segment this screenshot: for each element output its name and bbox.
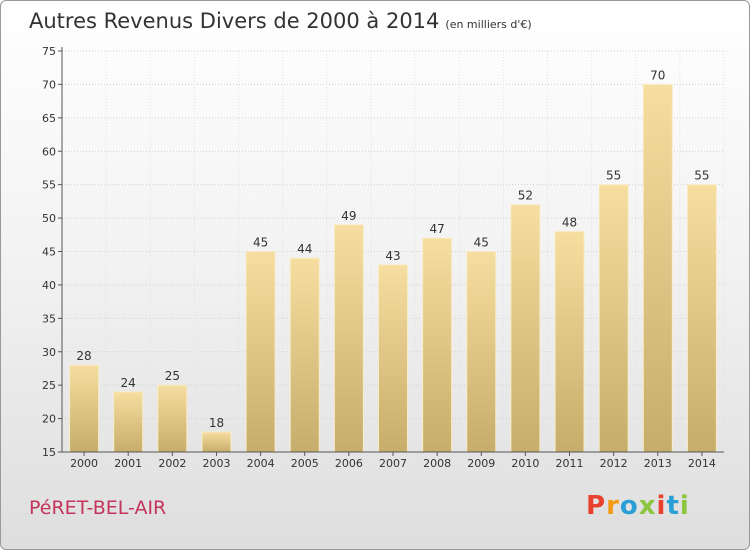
bar-2014 [686, 184, 717, 453]
bar-2003 [201, 431, 232, 453]
x-tick-label: 2002 [158, 457, 186, 470]
y-tick-label: 70 [42, 78, 56, 91]
x-tick-label: 2012 [600, 457, 628, 470]
logo-letter: r [606, 491, 620, 521]
logo-letter: t [666, 491, 680, 521]
bar-2002 [157, 384, 188, 453]
y-tick-label: 20 [42, 413, 56, 426]
bar-value-label: 49 [341, 209, 356, 223]
logo-letter: x [638, 491, 657, 521]
bar-value-label: 45 [253, 236, 268, 250]
bar-2001 [113, 391, 144, 453]
chart-title-text: Autres Revenus Divers de 2000 à 2014 [29, 9, 440, 33]
bar-value-label: 55 [606, 169, 621, 183]
x-tick-label: 2014 [688, 457, 716, 470]
logo-letter: o [619, 491, 639, 521]
x-tick-label: 2011 [556, 457, 584, 470]
bar-2006 [333, 224, 364, 453]
bar-value-label: 47 [429, 222, 444, 236]
bar-value-label: 45 [474, 236, 489, 250]
bar-2013 [642, 83, 673, 453]
logo-letter: i [679, 491, 690, 521]
bar-value-label: 25 [165, 369, 180, 383]
bar-value-label: 18 [209, 416, 224, 430]
x-tick-label: 2005 [291, 457, 319, 470]
bar-value-label: 44 [297, 242, 312, 256]
bar-value-label: 52 [518, 189, 533, 203]
logo-letter: i [656, 491, 667, 521]
x-tick-label: 2000 [70, 457, 98, 470]
bar-2007 [378, 264, 408, 453]
logo-letter: P [586, 491, 607, 521]
bar-value-label: 55 [694, 169, 709, 183]
x-tick-label: 2001 [114, 457, 142, 470]
y-tick-label: 55 [42, 179, 56, 192]
bar-2009 [466, 251, 497, 453]
bar-layer: 28 24 25 18 45 44 49 43 47 45 52 48 55 70 55 [69, 68, 717, 453]
chart-title: Autres Revenus Divers de 2000 à 2014 (en … [29, 9, 532, 33]
bar-value-label: 70 [650, 68, 665, 82]
y-tick-label: 60 [42, 145, 56, 158]
bar-value-label: 28 [76, 349, 91, 363]
x-tick-label: 2004 [247, 457, 275, 470]
y-tick-label: 35 [42, 312, 56, 325]
y-tick-label: 30 [42, 346, 56, 359]
y-tick-label: 65 [42, 112, 56, 125]
bar-value-label: 43 [385, 249, 400, 263]
x-tick-label: 2010 [511, 457, 539, 470]
x-tick-label: 2009 [467, 457, 495, 470]
bar-2005 [289, 257, 320, 453]
y-tick-label: 15 [42, 446, 56, 459]
commune-name: PéRET-BEL-AIR [29, 497, 167, 519]
x-tick-label: 2003 [202, 457, 230, 470]
y-tick-label: 25 [42, 379, 56, 392]
x-tick-label: 2013 [644, 457, 672, 470]
bar-2000 [69, 364, 100, 453]
bar-value-label: 48 [562, 215, 577, 229]
y-tick-label: 40 [42, 279, 56, 292]
y-tick-label: 75 [42, 45, 56, 58]
chart-subtitle: (en milliers d'€) [445, 18, 532, 31]
x-tick-label: 2006 [335, 457, 363, 470]
bar-2011 [554, 230, 585, 453]
axis-layer: 15 20 25 30 35 40 45 50 55 60 65 70 75 2000 2001 2002 20… [42, 45, 724, 470]
proxiti-logo[interactable]: Proxiti [586, 491, 690, 521]
bar-2010 [510, 204, 541, 453]
bar-2012 [598, 184, 629, 453]
y-tick-label: 50 [42, 212, 56, 225]
bar-value-label: 24 [121, 376, 136, 390]
x-tick-label: 2007 [379, 457, 407, 470]
bar-2004 [245, 251, 276, 453]
x-tick-label: 2008 [423, 457, 451, 470]
y-tick-label: 45 [42, 246, 56, 259]
bar-2008 [422, 237, 453, 453]
